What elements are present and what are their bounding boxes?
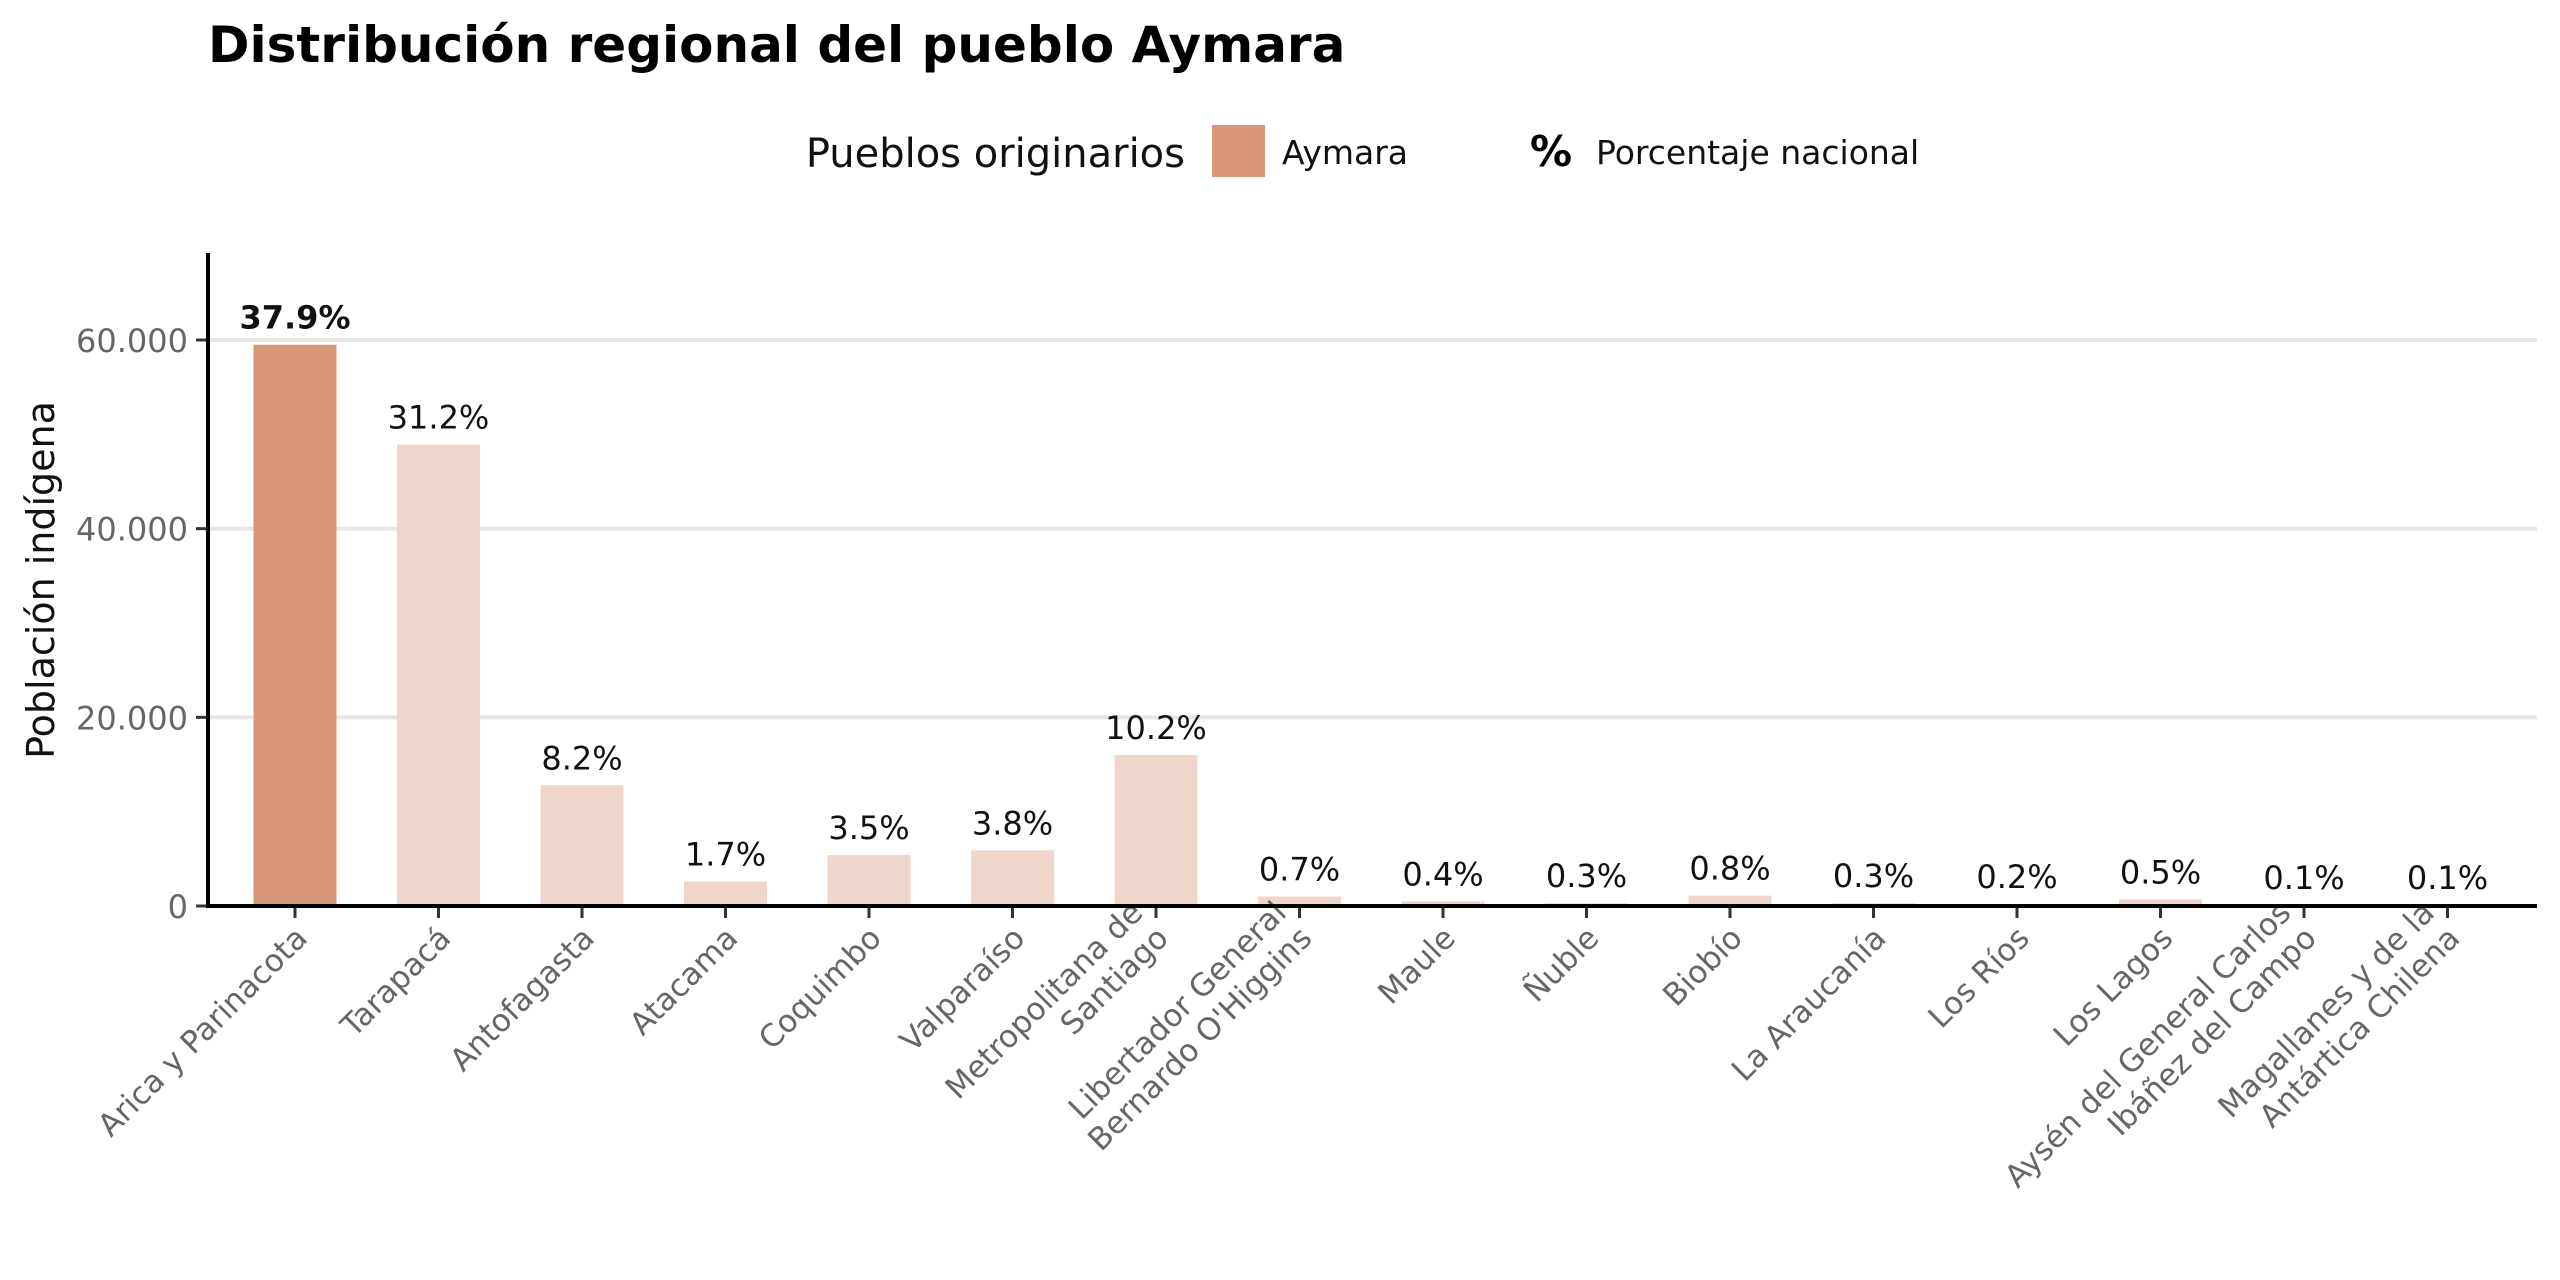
- data-label: 0.4%: [1402, 855, 1483, 893]
- bar: [1258, 896, 1341, 906]
- data-label: 3.5%: [828, 809, 909, 847]
- bar: [971, 850, 1054, 906]
- data-label: 10.2%: [1105, 709, 1207, 747]
- data-label: 1.7%: [685, 835, 766, 873]
- x-tick-label: Atacama: [623, 920, 745, 1042]
- chart-title: Distribución regional del pueblo Aymara: [208, 16, 1345, 74]
- y-tick-label: 60.000: [76, 322, 188, 360]
- data-label: 0.3%: [1833, 857, 1914, 895]
- y-tick-label: 20.000: [76, 699, 188, 737]
- bar: [540, 785, 624, 906]
- bar: [1401, 901, 1485, 906]
- data-label: 0.5%: [2120, 853, 2201, 891]
- x-tick-label: Antofagasta: [443, 920, 601, 1078]
- y-axis-label: Población indígena: [19, 401, 63, 759]
- y-tick-label: 40.000: [76, 511, 188, 549]
- data-label: 0.7%: [1259, 851, 1340, 889]
- bar: [253, 344, 337, 906]
- bar: [827, 855, 911, 906]
- y-axis-ticks: 0 20.000 40.000 60.000: [76, 322, 208, 926]
- gridlines: [208, 338, 2537, 720]
- legend: Pueblos originarios Aymara % Porcentaje …: [806, 125, 1919, 177]
- x-tick-label: Tarapacá: [334, 920, 459, 1045]
- legend-swatch-aymara: [1212, 125, 1265, 177]
- data-label: 31.2%: [388, 399, 490, 437]
- percent-symbol-icon: %: [1530, 127, 1572, 176]
- bar: [397, 444, 480, 906]
- data-label: 37.9%: [239, 299, 350, 337]
- bar: [2119, 899, 2202, 906]
- legend-label-percentage: Porcentaje nacional: [1596, 133, 1919, 172]
- x-tick-label: Maule: [1371, 920, 1462, 1011]
- data-label: 0.1%: [2263, 859, 2344, 897]
- data-label: 0.2%: [1976, 858, 2057, 896]
- y-tick-label: 0: [168, 888, 188, 926]
- bar: [1688, 895, 1772, 906]
- legend-label-aymara: Aymara: [1282, 133, 1408, 172]
- x-tick-label: Los Ríos: [1921, 920, 2036, 1035]
- data-labels: 37.9% 31.2% 8.2% 1.7% 3.5% 3.8% 10.2% 0.7% 0.4% 0…: [239, 299, 2488, 897]
- x-tick-label: Coquimbo: [752, 920, 889, 1057]
- data-label: 0.1%: [2407, 859, 2488, 897]
- data-label: 8.2%: [541, 739, 622, 777]
- bar: [684, 881, 767, 906]
- bar: [1114, 755, 1198, 906]
- data-label: 3.8%: [972, 804, 1053, 842]
- data-label: 0.8%: [1689, 850, 1770, 888]
- x-tick-label: Ñuble: [1517, 920, 1606, 1009]
- x-tick-label: La Araucanía: [1725, 920, 1893, 1088]
- data-label: 0.3%: [1546, 857, 1627, 895]
- x-tick-label: Arica y Parinacota: [91, 920, 315, 1144]
- bars: [253, 344, 2489, 906]
- x-tick-label: Biobío: [1656, 920, 1749, 1013]
- legend-title: Pueblos originarios: [806, 131, 1185, 177]
